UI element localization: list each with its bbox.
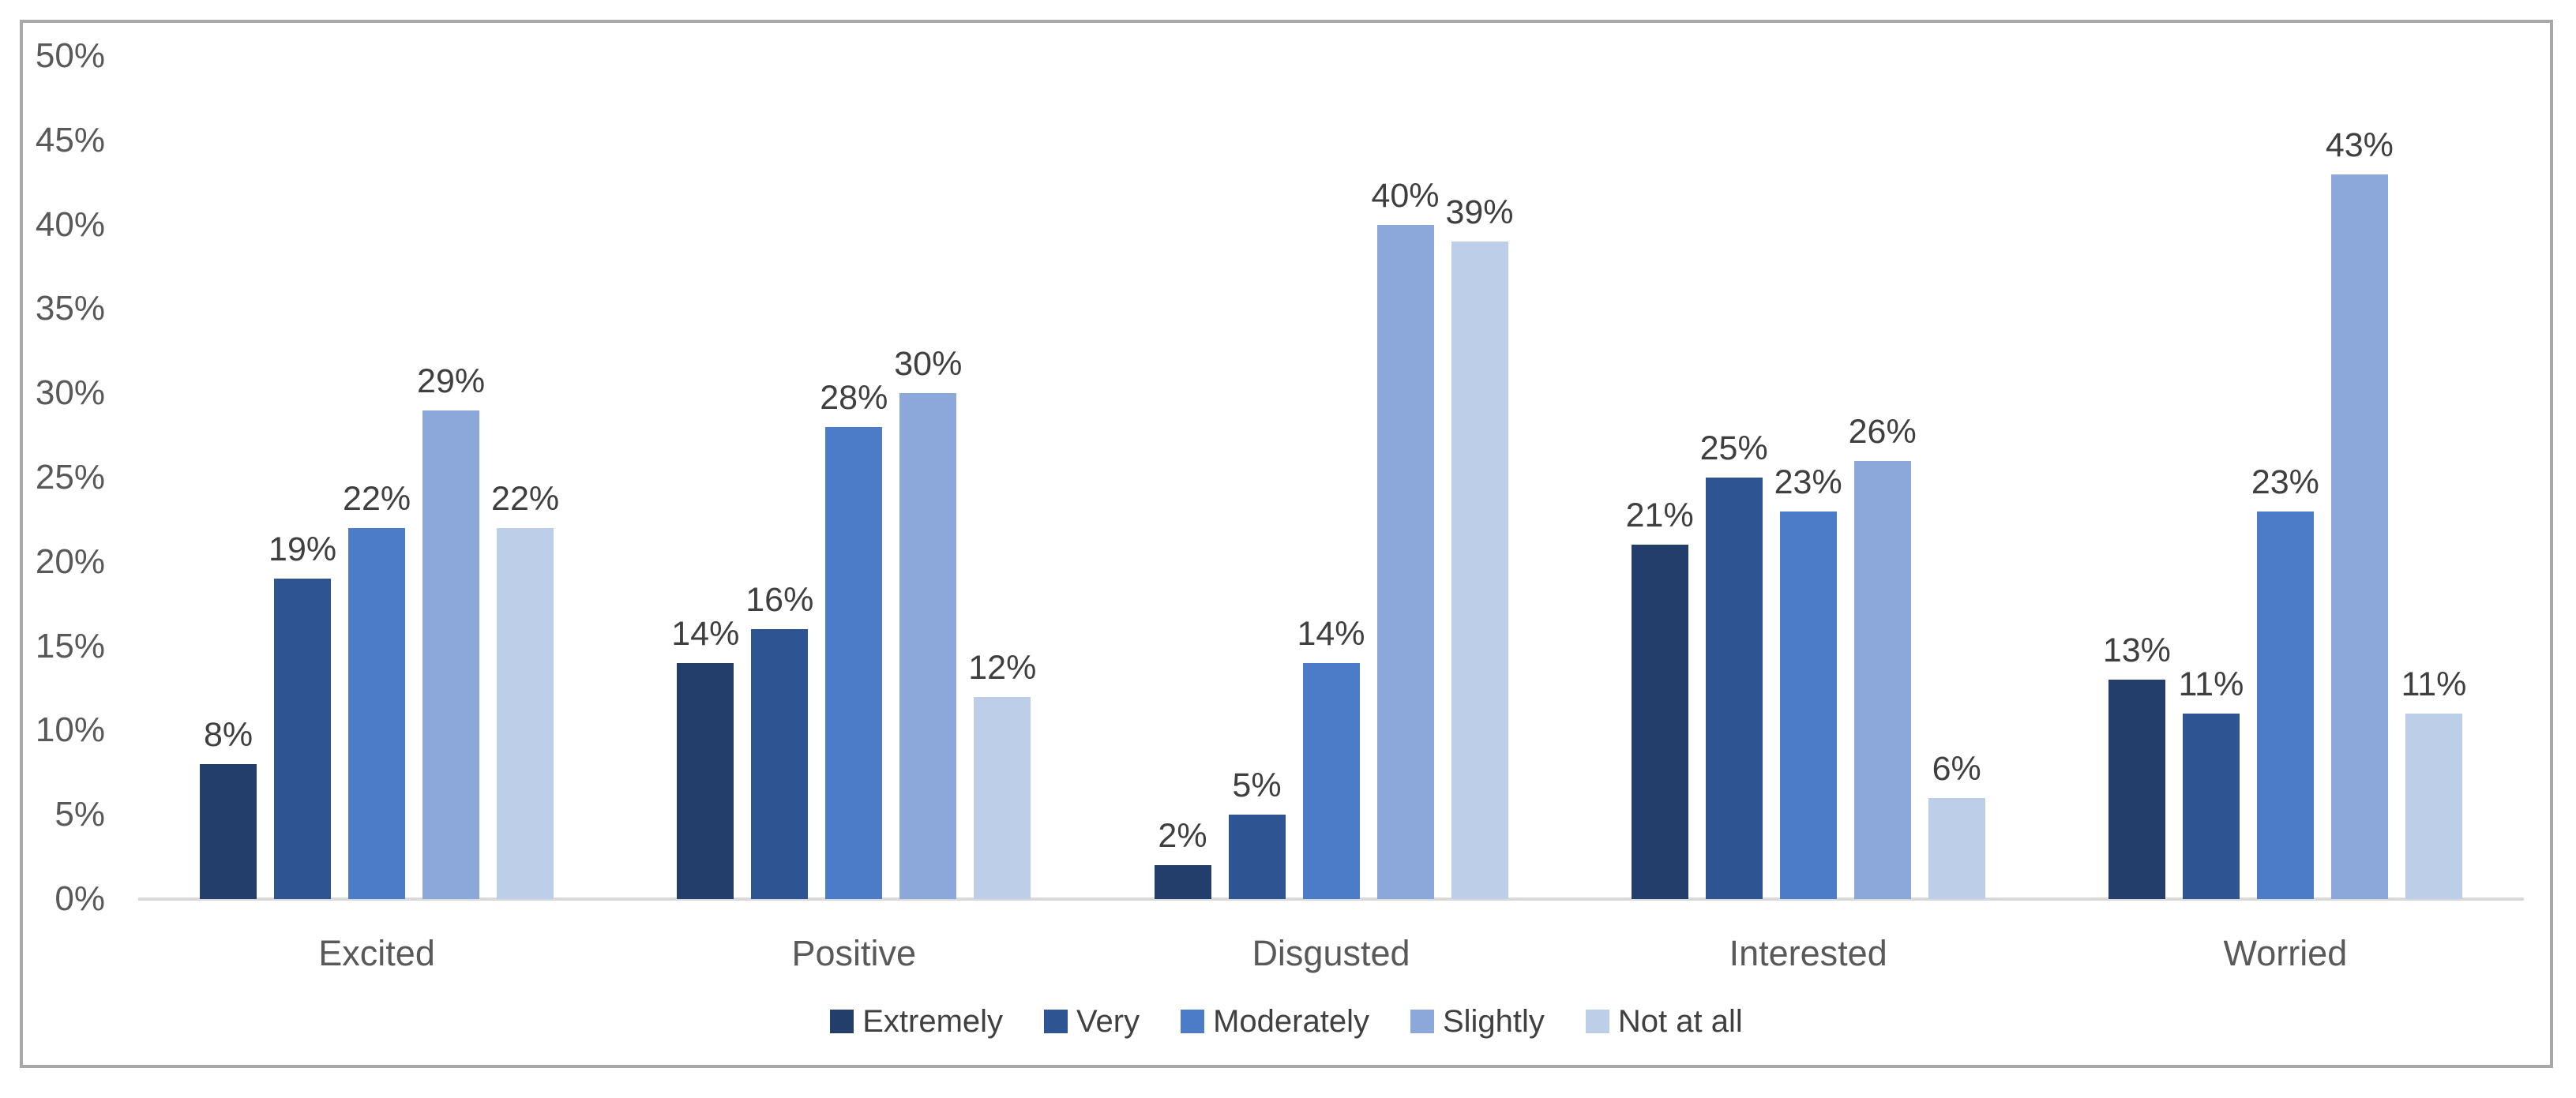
category-label-interested: Interested	[1729, 933, 1887, 973]
bar-extremely-interested	[1631, 545, 1688, 899]
bar-value-label: 22%	[343, 480, 411, 518]
bar-extremely-worried	[2108, 680, 2165, 899]
legend-swatch-icon	[1410, 1010, 1434, 1033]
bar-value-label: 23%	[2251, 463, 2319, 501]
bar-not-at-all-disgusted	[1451, 242, 1508, 899]
bar-very-interested	[1705, 478, 1763, 899]
bar-value-label: 13%	[2102, 631, 2171, 669]
y-tick-label: 45%	[35, 120, 105, 159]
bar-value-label: 40%	[1371, 177, 1440, 215]
bar-value-label: 22%	[491, 480, 560, 518]
category-label-excited: Excited	[318, 933, 435, 973]
bar-value-label: 14%	[671, 615, 740, 653]
legend-swatch-icon	[1044, 1010, 1068, 1033]
bar-not-at-all-interested	[1928, 798, 1985, 899]
y-tick-label: 25%	[35, 458, 105, 497]
legend-label: Not at all	[1617, 1004, 1743, 1039]
legend-item-moderately: Moderately	[1181, 996, 1369, 1047]
bar-moderately-interested	[1779, 512, 1837, 899]
bar-slightly-interested	[1853, 461, 1911, 899]
bar-value-label: 5%	[1232, 766, 1282, 804]
legend-item-not-at-all: Not at all	[1585, 996, 1743, 1047]
bar-extremely-disgusted	[1154, 865, 1211, 899]
bar-value-label: 2%	[1158, 817, 1207, 855]
bar-extremely-excited	[200, 764, 257, 899]
y-tick-label: 10%	[35, 710, 105, 750]
bar-value-label: 43%	[2325, 126, 2394, 164]
legend-swatch-icon	[830, 1010, 854, 1033]
bar-extremely-positive	[677, 663, 734, 899]
bar-very-excited	[274, 579, 332, 899]
y-tick-label: 40%	[35, 204, 105, 244]
y-tick-label: 30%	[35, 373, 105, 413]
bar-not-at-all-excited	[497, 528, 554, 899]
bar-very-worried	[2182, 714, 2240, 899]
legend: Extremely Very Moderately Slightly Not at al…	[20, 996, 2553, 1047]
bar-value-label: 14%	[1297, 615, 1365, 653]
bar-value-label: 26%	[1848, 413, 1917, 451]
bar-value-label: 25%	[1699, 429, 1768, 467]
bar-slightly-positive	[899, 393, 957, 899]
legend-label: Extremely	[862, 1004, 1004, 1039]
bar-value-label: 12%	[968, 649, 1037, 687]
legend-swatch-icon	[1181, 1010, 1205, 1033]
bar-value-label: 39%	[1445, 193, 1514, 231]
bar-value-label: 8%	[204, 716, 253, 754]
bar-value-label: 23%	[1774, 463, 1842, 501]
legend-item-slightly: Slightly	[1410, 996, 1545, 1047]
category-label-positive: Positive	[791, 933, 917, 973]
bar-moderately-disgusted	[1302, 663, 1360, 899]
bar-slightly-worried	[2330, 174, 2388, 899]
legend-label: Very	[1076, 1004, 1140, 1039]
bar-moderately-positive	[825, 427, 883, 899]
bar-value-label: 6%	[1932, 750, 1981, 788]
bar-value-label: 19%	[268, 530, 337, 568]
bar-not-at-all-positive	[974, 697, 1031, 899]
bar-value-label: 29%	[417, 362, 486, 400]
y-tick-label: 5%	[54, 795, 105, 834]
bar-value-label: 28%	[820, 379, 888, 417]
y-tick-label: 35%	[35, 289, 105, 328]
category-label-worried: Worried	[2223, 933, 2348, 973]
bar-moderately-worried	[2256, 512, 2314, 899]
bar-value-label: 16%	[745, 581, 814, 619]
category-label-disgusted: Disgusted	[1252, 933, 1410, 973]
bar-value-label: 11%	[2178, 665, 2244, 703]
bar-very-positive	[751, 629, 809, 899]
y-tick-label: 50%	[35, 36, 105, 75]
y-tick-label: 0%	[54, 879, 105, 918]
legend-item-extremely: Extremely	[830, 996, 1003, 1047]
legend-label: Moderately	[1213, 1004, 1369, 1039]
legend-label: Slightly	[1442, 1004, 1545, 1039]
bar-very-disgusted	[1228, 815, 1286, 899]
bar-slightly-disgusted	[1376, 225, 1434, 899]
bar-value-label: 11%	[2401, 665, 2467, 703]
y-tick-label: 15%	[35, 626, 105, 665]
legend-swatch-icon	[1585, 1010, 1609, 1033]
bar-value-label: 30%	[894, 345, 963, 383]
y-tick-label: 20%	[35, 542, 105, 581]
bar-moderately-excited	[348, 528, 406, 899]
bar-value-label: 21%	[1625, 497, 1694, 534]
legend-item-very: Very	[1044, 996, 1140, 1047]
x-axis-line	[138, 898, 2524, 901]
bar-slightly-excited	[422, 410, 480, 899]
bar-not-at-all-worried	[2405, 714, 2462, 899]
